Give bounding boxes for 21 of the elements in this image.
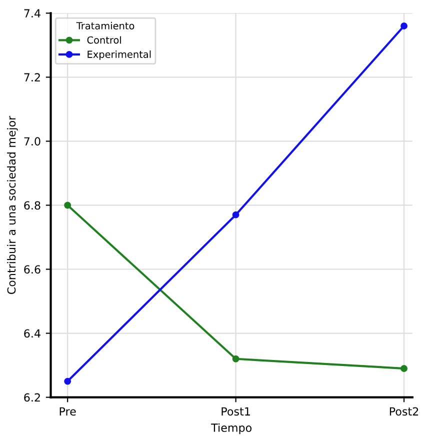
- x-tick-label: Pre: [60, 407, 76, 416]
- point: [64, 378, 72, 385]
- y-tick-label: 6.6: [24, 265, 40, 274]
- y-tick-label: 7.0: [24, 137, 40, 146]
- y-axis-title: Contribuir a una sociedad mejor: [7, 116, 18, 294]
- y-tick-label: 6.4: [24, 329, 40, 338]
- x-tick-label: Post1: [222, 407, 250, 416]
- y-tick-label: 7.4: [24, 9, 40, 18]
- point: [400, 365, 408, 372]
- point: [232, 211, 240, 218]
- y-tick-label: 7.2: [24, 73, 40, 82]
- point: [400, 22, 408, 30]
- y-tick-label: 6.2: [24, 393, 40, 402]
- x-tick-label: Post2: [390, 407, 418, 416]
- legend-label: Experimental: [88, 50, 151, 60]
- legend-label: Control: [87, 36, 121, 44]
- y-tick-label: 6.8: [24, 201, 40, 210]
- x-axis-title: Tiempo: [211, 423, 252, 434]
- point: [232, 355, 240, 362]
- point: [64, 202, 72, 209]
- legend-title: Tratamiento: [76, 22, 134, 30]
